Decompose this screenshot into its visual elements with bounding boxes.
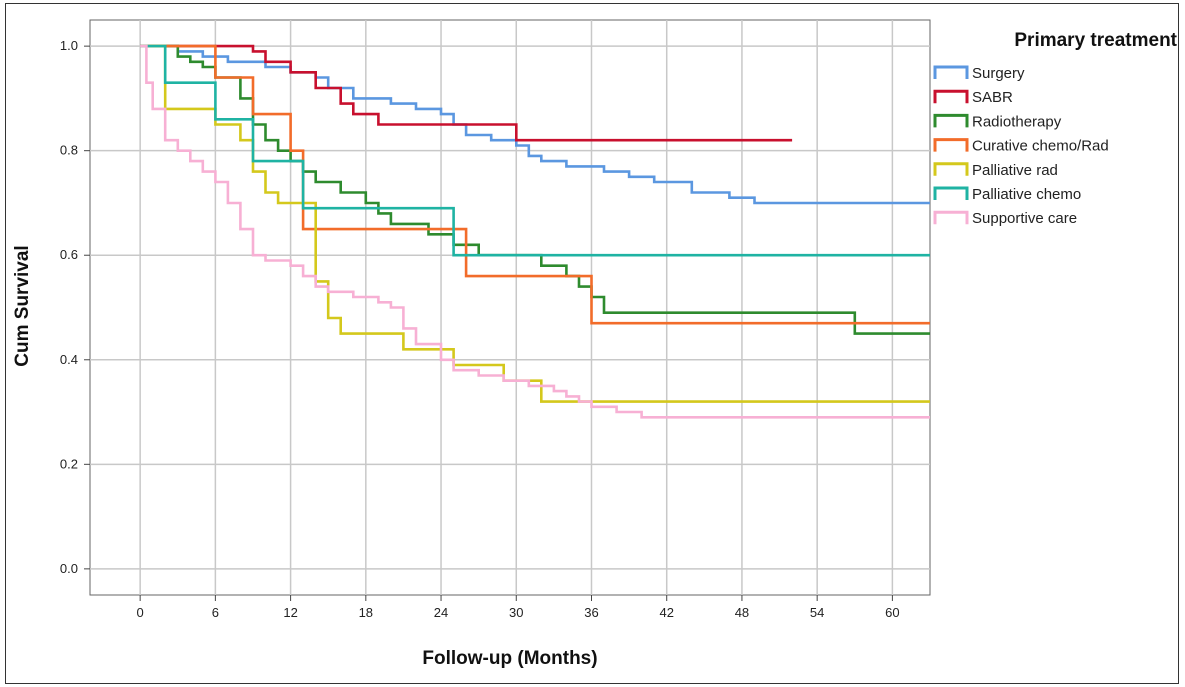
legend-item-palliative-rad: Palliative rad [933, 162, 1058, 179]
legend-label: Palliative rad [972, 162, 1058, 179]
x-tick-label: 42 [659, 605, 673, 620]
series-line-palliative-chemo [140, 44, 930, 257]
x-tick-label: 30 [509, 605, 523, 620]
x-tick-label: 60 [885, 605, 899, 620]
y-tick-label: 0.0 [60, 561, 78, 576]
grid-lines [90, 20, 930, 595]
series-line-curative-chemo-rad [140, 44, 930, 325]
legend-swatch [933, 186, 969, 200]
survival-curves [140, 44, 930, 419]
y-tick-label: 0.4 [60, 352, 78, 367]
y-tick-label: 0.6 [60, 247, 78, 262]
legend-item-palliative-chemo: Palliative chemo [933, 186, 1081, 203]
legend-swatch [933, 138, 969, 152]
legend-label: SABR [972, 89, 1013, 106]
legend-swatch [933, 113, 969, 128]
y-tick-label: 1.0 [60, 38, 78, 53]
legend-item-supportive-care: Supportive care [933, 210, 1077, 227]
series-line-palliative-rad [140, 44, 930, 403]
legend-label: Surgery [972, 65, 1025, 82]
legend-item-sabr: SABR [933, 89, 1013, 106]
series-line-sabr [140, 44, 793, 142]
legend-item-surgery: Surgery [933, 65, 1025, 82]
y-tick-label: 0.8 [60, 143, 78, 158]
x-axis-ticks: 0 6 12 18 24 30 36 42 48 54 60 [137, 595, 900, 620]
y-axis-ticks: 0.0 0.2 0.4 0.6 0.8 1.0 [60, 38, 90, 576]
legend: Primary treatment Surgery SABR Radiotherap… [933, 30, 1178, 227]
legend-swatch [933, 65, 969, 79]
legend-swatch [933, 210, 969, 225]
x-tick-label: 12 [283, 605, 297, 620]
legend-item-curative-chemo-rad: Curative chemo/Rad [933, 138, 1109, 155]
x-tick-label: 54 [810, 605, 824, 620]
legend-item-radiotherapy: Radiotherapy [933, 113, 1062, 130]
x-tick-label: 48 [735, 605, 749, 620]
plot-area [89, 19, 931, 596]
legend-label: Palliative chemo [972, 186, 1081, 203]
legend-label: Curative chemo/Rad [972, 138, 1109, 155]
x-tick-label: 36 [584, 605, 598, 620]
legend-label: Supportive care [972, 210, 1077, 227]
legend-swatch [933, 89, 969, 104]
series-line-supportive-care [140, 44, 930, 419]
y-axis-title: Cum Survival [12, 245, 33, 366]
x-tick-label: 18 [359, 605, 373, 620]
legend-title: Primary treatment [1014, 30, 1177, 51]
legend-swatch [933, 162, 969, 176]
x-tick-label: 24 [434, 605, 448, 620]
y-tick-label: 0.2 [60, 456, 78, 471]
legend-label: Radiotherapy [972, 113, 1062, 130]
x-tick-label: 6 [212, 605, 219, 620]
x-axis-title: Follow-up (Months) [422, 648, 597, 669]
x-tick-label: 0 [137, 605, 144, 620]
